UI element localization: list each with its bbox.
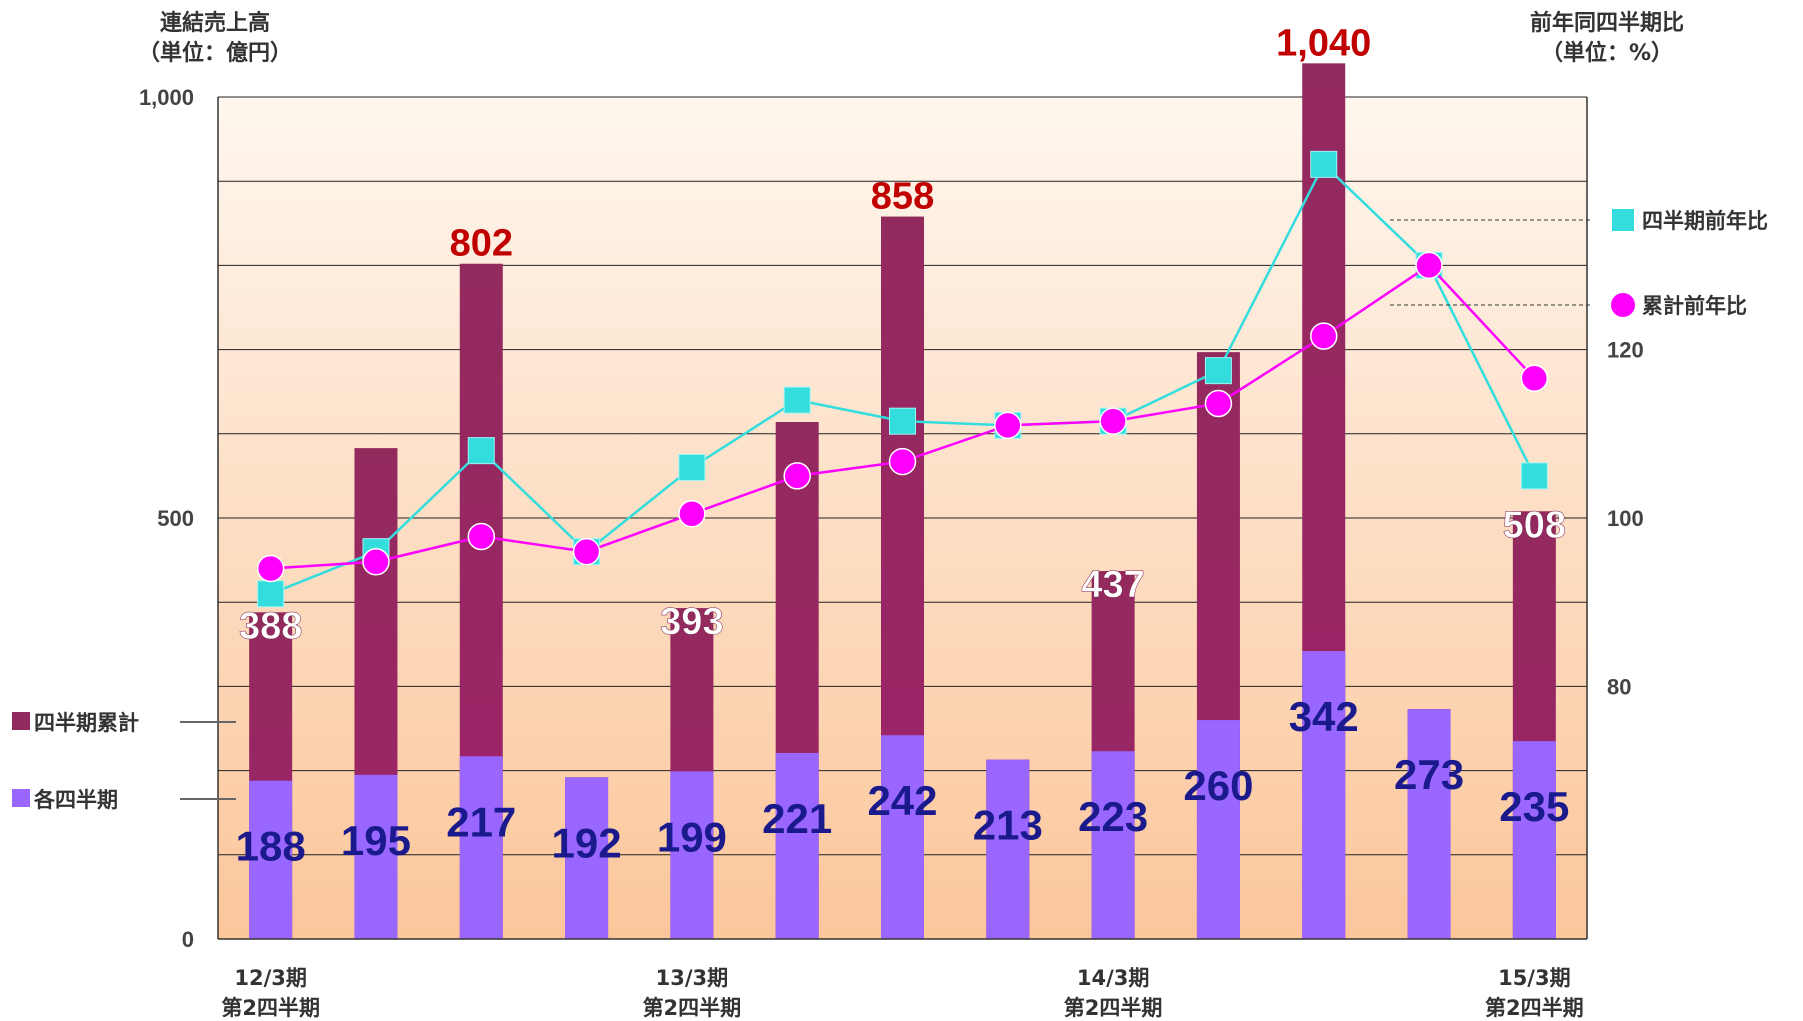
category-label: 第2四半期 [1064,996,1163,1020]
quarter-bar [1196,720,1240,939]
legend-label: 四半期累計 [34,711,139,735]
quarter-value-label: 192 [552,819,622,866]
cumulative-value-label: 437 [1081,564,1144,606]
quarter-bar [881,735,924,939]
quarter-ratio-point [678,453,706,481]
cumulative-ratio-point [1099,407,1127,435]
cumulative-value-label: 1,040 [1276,22,1371,64]
cumulative-value-label: 508 [1503,504,1566,546]
right-tick-label: 80 [1607,674,1631,699]
quarter-bar [354,774,398,939]
legend-label: 各四半期 [33,788,118,812]
cumulative-ratio-point [678,500,706,528]
category-label: 13/3期 [656,966,729,990]
quarter-ratio-point [1204,357,1232,385]
data-labels: 388 188 195 802 217 192 393 199 221 858 242 213 437 2… [236,22,1570,869]
quarter-value-label: 342 [1289,693,1359,740]
cumulative-ratio-point [1520,364,1549,392]
right-axis-title: （単位：%） [1541,40,1673,66]
axes: 0 500 1,000 80 100 120 連結売上高 （単位：億円） 前年同四半期比 （単位：… [138,10,1684,1020]
quarter-bar [670,771,714,939]
quarter-value-label: 273 [1394,751,1464,798]
quarter-value-label: 217 [446,798,516,845]
quarter-bar [565,777,609,939]
quarter-value-label: 260 [1183,762,1253,809]
cumulative-ratio-point [362,548,390,576]
cumulative-ratio-point [994,411,1022,440]
quarter-ratio-point [1520,462,1548,490]
category-label: 第2四半期 [1485,996,1584,1020]
bars [249,63,1556,940]
ratio-lines [256,150,1549,608]
quarter-value-label: 199 [657,813,727,860]
quarter-ratio-point [783,386,811,414]
quarter-value-label: 242 [867,777,937,824]
quarter-bar [1302,651,1346,939]
cumulative-ratio-point [572,537,601,566]
cumulative-value-label: 802 [450,223,513,265]
right-tick-label: 120 [1607,338,1644,363]
legend-swatch [12,712,30,730]
legend-swatch [12,789,30,807]
quarter-ratio-point [889,407,916,435]
cumulative-ratio-point [256,554,285,583]
left-tick-label: 0 [182,927,194,952]
category-label: 12/3期 [234,966,307,990]
cumulative-ratio-point [467,522,496,551]
cumulative-ratio-point [1204,389,1233,418]
right-tick-label: 100 [1607,506,1644,531]
left-axis-title: 連結売上高 [160,10,270,36]
quarter-value-label: 213 [973,802,1043,849]
quarter-value-label: 223 [1078,793,1148,840]
quarter-bar [775,752,819,939]
quarter-value-label: 221 [762,795,832,842]
left-tick-label: 1,000 [139,85,194,110]
legend-label: 四半期前年比 [1642,209,1768,233]
cumulative-ratio-point [888,447,917,476]
quarter-ratio-point [1310,150,1338,178]
quarter-bar [249,780,293,939]
right-axis-title: 前年同四半期比 [1530,10,1684,36]
cumulative-ratio-point [1309,322,1338,350]
quarter-bar [459,756,503,939]
quarter-bar [1407,709,1451,939]
quarter-ratio-point [467,437,495,465]
category-label: 15/3期 [1498,966,1571,990]
quarter-bar [986,759,1030,939]
cumulative-value-label: 393 [660,601,723,643]
quarter-value-label: 195 [341,817,411,864]
quarter-value-label: 235 [1499,783,1569,830]
cumulative-value-label: 388 [239,605,302,647]
quarter-ratio-point [257,580,285,608]
cumulative-value-label: 858 [871,176,934,218]
legend-swatch [1611,293,1635,317]
cumulative-ratio-point [783,462,811,490]
legend-swatch [1612,209,1634,231]
left-axis-title: （単位：億円） [138,40,292,66]
quarter-bar [1091,751,1135,939]
category-label: 14/3期 [1077,966,1150,990]
category-label: 第2四半期 [221,996,320,1020]
left-tick-label: 500 [157,506,194,531]
quarter-value-label: 188 [236,823,306,870]
cumulative-ratio-point [1415,251,1443,280]
legend-label: 累計前年比 [1642,294,1747,318]
quarter-bar [1512,741,1556,939]
category-label: 第2四半期 [643,996,742,1020]
